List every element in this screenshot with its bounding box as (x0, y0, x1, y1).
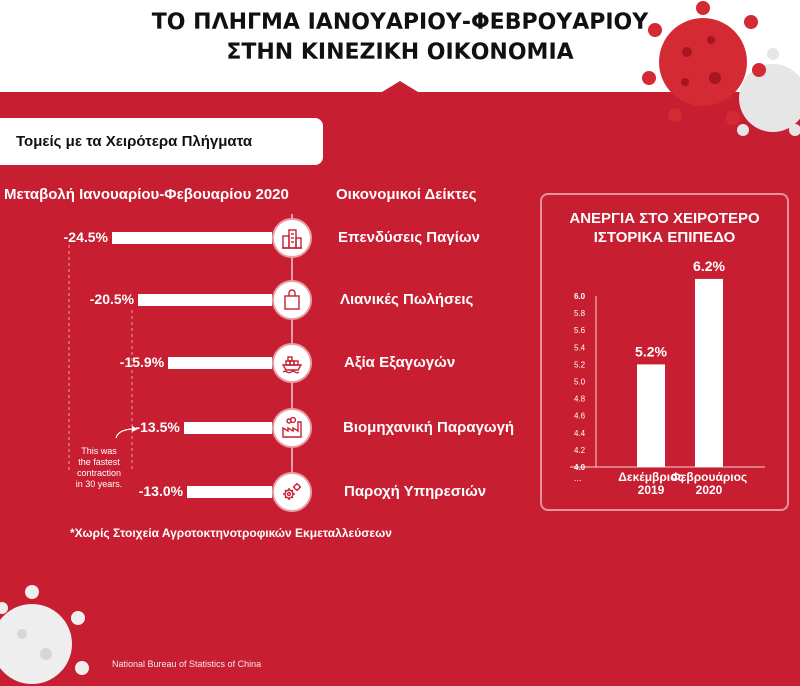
left-bar-2 (138, 294, 272, 306)
y-tick-label-4.4: 4.4 (574, 429, 586, 438)
gears-icon (272, 472, 312, 512)
unemployment-category-label-1-1: Δεκέμβριος (618, 470, 683, 484)
red-background (0, 92, 800, 686)
virus-decoration-white-icon (0, 585, 89, 684)
virus-decoration-icon (642, 1, 800, 136)
source-credit: National Bureau of Statistics of China (112, 659, 262, 669)
unemployment-bar-2 (695, 278, 723, 467)
factory-icon (272, 408, 312, 448)
y-tick-label-5.4: 5.4 (574, 343, 586, 352)
indicator-label-2: Λιανικές Πωλήσεις (340, 291, 474, 308)
title-line-2: ΣΤΗΝ ΚΙΝΕΖΙΚΗ ΟΙΚΟΝΟΜΙΑ (226, 40, 574, 65)
left-bar-value-label-1: -24.5% (63, 229, 108, 245)
y-tick-label-5.2: 5.2 (574, 360, 586, 369)
title-line-1: ΤΟ ΠΛΗΓΜΑ ΙΑΝΟΥΑΡΙΟΥ-ΦΕΒΡΟΥΑΡΙΟΥ (151, 10, 649, 35)
unemployment-category-label-2-1: Φεβρουάριος (671, 470, 747, 484)
annotation-arrow-icon (115, 426, 138, 439)
left-bar-1 (112, 232, 272, 244)
unemployment-value-label-1: 5.2% (635, 343, 667, 359)
unemployment-category-label-2-2: 2020 (696, 483, 723, 497)
indicator-label-1: Επενδύσεις Παγίων (338, 229, 480, 246)
y-tick-label-4.6: 4.6 (574, 412, 586, 421)
indicator-label-4: Βιομηχανική Παραγωγή (343, 419, 515, 436)
y-tick-label-6.0: 6.0 (574, 292, 586, 301)
notch-decoration (382, 81, 418, 105)
y-tick-label-5.8: 5.8 (574, 309, 586, 318)
left-bar-3 (168, 357, 272, 369)
y-tick-label-4.8: 4.8 (574, 395, 586, 404)
unemployment-category-label-1-2: 2019 (638, 483, 665, 497)
sector-header-label: Τομείς με τα Χειρότερα Πλήγματα (16, 133, 253, 150)
change-column-header: Μεταβολή Ιανουαρίου-Φεβουαρίου 2020 (4, 186, 289, 203)
indicator-label-5: Παροχή Υπηρεσιών (344, 483, 487, 500)
unemployment-title: ΑΝΕΡΓΙΑ ΣΤΟ ΧΕΙΡΟΤΕΡΟ ΙΣΤΟΡΙΚΑ ΕΠΙΠΕΔΟ (542, 209, 787, 247)
cargo-ship-icon (272, 343, 312, 383)
unemployment-bar-1 (637, 364, 665, 467)
shopping-bag-icon (272, 280, 312, 320)
left-bar-5 (187, 486, 272, 498)
y-tick-label-5.0: 5.0 (574, 378, 586, 387)
annotation-line-1: This was (81, 446, 117, 456)
annotation-line-3: contraction (76, 468, 122, 478)
unemployment-title-line-2: ΙΣΤΟΡΙΚΑ ΕΠΙΠΕΔΟ (593, 229, 736, 246)
annotation-line-4: in 30 years. (75, 479, 123, 489)
indicator-column-header: Οικονομικοί Δείκτες (336, 186, 477, 203)
y-tick-label-5.6: 5.6 (574, 326, 586, 335)
page-title: ΤΟ ΠΛΗΓΜΑ ΙΑΝΟΥΑΡΙΟΥ-ΦΕΒΡΟΥΑΡΙΟΥ ΣΤΗΝ ΚΙ… (0, 8, 800, 68)
unemployment-title-line-1: ΑΝΕΡΓΙΑ ΣΤΟ ΧΕΙΡΟΤΕΡΟ (569, 210, 760, 227)
axis-break-label: ... (574, 473, 582, 483)
left-bar-value-label-3: -15.9% (119, 354, 165, 370)
left-bar-value-label-5: -13.0% (138, 483, 184, 499)
annotation-note: This was the fastest contraction in 30 y… (60, 446, 138, 490)
buildings-icon (272, 218, 312, 258)
y-tick-label-4.0: 4.0 (574, 463, 586, 472)
unemployment-panel: ΑΝΕΡΓΙΑ ΣΤΟ ΧΕΙΡΟΤΕΡΟ ΙΣΤΟΡΙΚΑ ΕΠΙΠΕΔΟ (540, 193, 789, 511)
sector-header-box: Τομείς με τα Χειρότερα Πλήγματα (0, 118, 323, 165)
footnote: *Χωρίς Στοιχεία Αγροτοκτηνοτροφικών Εκμε… (70, 526, 392, 540)
left-bar-4 (183, 422, 272, 434)
left-bar-value-label-2: -20.5% (89, 291, 135, 307)
indicator-label-3: Αξία Εξαγωγών (344, 354, 456, 371)
annotation-line-2: the fastest (78, 457, 120, 467)
unemployment-value-label-2: 6.2% (693, 258, 725, 274)
y-tick-label-4.2: 4.2 (574, 446, 586, 455)
unemployment-bar-chart: 4.0 4.2 4.4 4.6 4.8 5.0 5.2 5.4 5.6 5.8 6.0... 5.2%… (570, 258, 765, 497)
left-bar-value-label-4: -13.5% (135, 419, 180, 435)
